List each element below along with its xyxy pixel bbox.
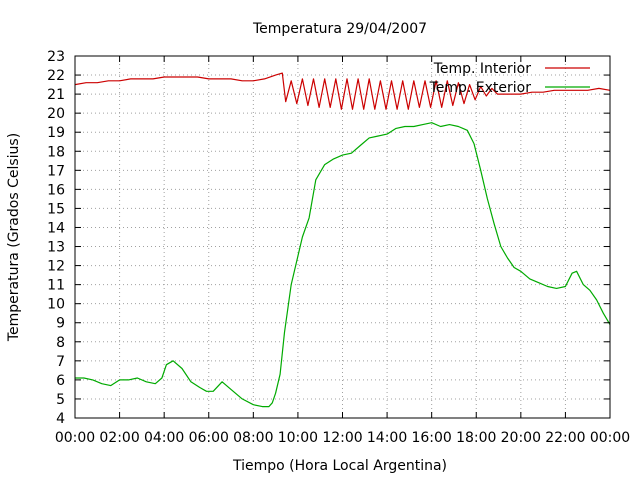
y-tick-label: 14 — [47, 220, 65, 236]
y-tick-label: 22 — [47, 68, 65, 84]
x-tick-label: 04:00 — [144, 430, 184, 446]
y-axis-title: Temperatura (Grados Celsius) — [6, 133, 22, 342]
x-axis-title: Tiempo (Hora Local Argentina) — [232, 458, 447, 474]
y-tick-label: 23 — [47, 49, 65, 65]
y-tick-label: 10 — [47, 297, 65, 313]
x-tick-label: 00:00 — [590, 430, 630, 446]
y-tick-label: 21 — [47, 87, 65, 103]
x-tick-label: 10:00 — [278, 430, 318, 446]
x-tick-label: 20:00 — [501, 430, 541, 446]
x-tick-label: 16:00 — [411, 430, 451, 446]
legend-label: Temp. Interior — [433, 61, 532, 77]
y-tick-label: 8 — [56, 335, 65, 351]
x-tick-label: 12:00 — [322, 430, 362, 446]
x-tick-label: 08:00 — [233, 430, 273, 446]
y-tick-label: 9 — [56, 316, 65, 332]
y-tick-label: 6 — [56, 373, 65, 389]
y-tick-label: 11 — [47, 278, 65, 294]
legend-label: Temp. Exterior — [429, 80, 532, 96]
series-line-temp-exterior — [75, 122, 611, 408]
x-tick-label: 18:00 — [456, 430, 496, 446]
x-tick-label: 00:00 — [55, 430, 95, 446]
series-line-temp-interior — [74, 72, 611, 110]
legend: Temp. Interior Temp. Exterior — [429, 61, 590, 96]
series-layer — [74, 72, 611, 408]
y-tick-label: 5 — [56, 392, 65, 408]
chart-title: Temperatura 29/04/2007 — [252, 21, 427, 37]
x-tick-label: 06:00 — [189, 430, 229, 446]
y-tick-label: 4 — [56, 411, 65, 427]
grid — [75, 56, 610, 418]
y-tick-label: 18 — [47, 144, 65, 160]
y-tick-label: 16 — [47, 182, 65, 198]
x-tick-label: 14:00 — [367, 430, 407, 446]
y-tick-label: 12 — [47, 259, 65, 275]
y-tick-label: 20 — [47, 106, 65, 122]
x-tick-label: 22:00 — [545, 430, 585, 446]
y-tick-label: 15 — [47, 201, 65, 217]
x-tick-label: 02:00 — [99, 430, 139, 446]
y-tick-label: 7 — [56, 354, 65, 370]
y-tick-label: 19 — [47, 125, 65, 141]
y-tick-label: 13 — [47, 240, 65, 256]
y-tick-label: 17 — [47, 163, 65, 179]
